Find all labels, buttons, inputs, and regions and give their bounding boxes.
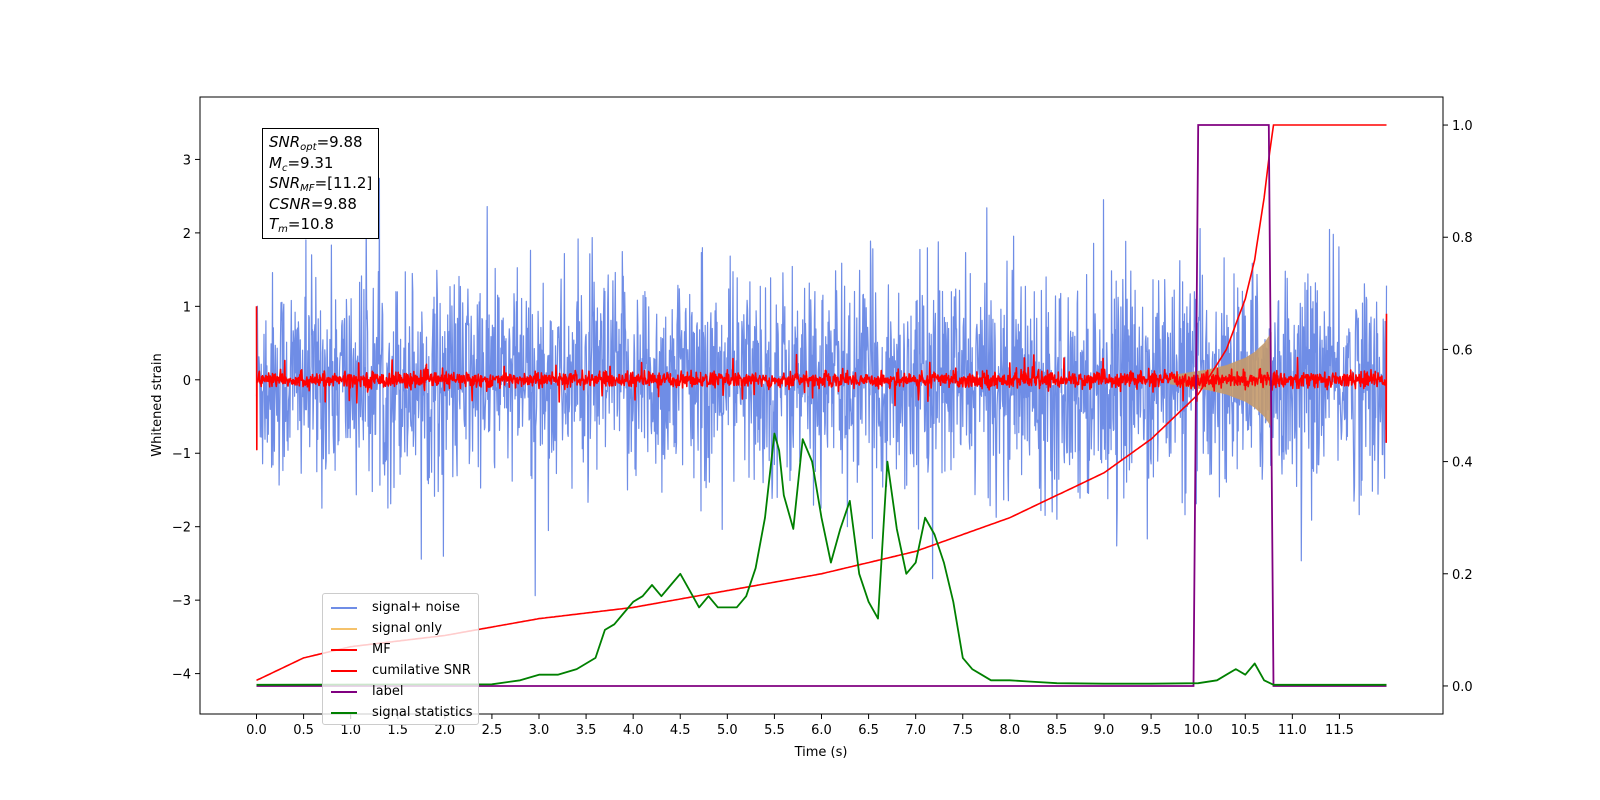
y2-tick-label: 0.8 [1452,231,1473,246]
y-tick-label: −3 [172,594,191,609]
x-tick-label: 3.5 [576,723,597,738]
legend-label-label: label [372,684,404,699]
tm-value: 10.8 [300,215,334,233]
y2-tick-label: 0.0 [1452,680,1473,695]
y2-tick-label: 0.4 [1452,456,1473,471]
y-tick-label: −2 [172,521,191,536]
legend-label-signal-noise: signal+ noise [372,600,461,615]
x-tick-label: 7.0 [905,723,926,738]
legend-label-cumulative-snr: cumilative SNR [372,663,471,678]
y-tick-label: 3 [183,153,191,168]
mf-line [255,306,1388,451]
x-tick-label: 8.5 [1047,723,1068,738]
legend-swatch-mf [331,648,357,651]
legend-swatch-label [331,690,357,693]
y2-tick-label: 1.0 [1452,119,1473,134]
legend-item-cumulative-snr: cumilative SNR [323,660,478,681]
x-tick-label: 2.5 [482,723,503,738]
y-axis-left: 3 2 1 0 −1 −2 −3 −4 [172,153,200,683]
y2-tick-label: 0.6 [1452,343,1473,358]
x-tick-label: 9.5 [1141,723,1162,738]
snr-mf-value: [11.2] [327,174,373,192]
x-tick-label: 4.5 [670,723,691,738]
y-tick-label: 2 [183,227,191,242]
y-tick-label: −1 [172,447,191,462]
tm-row: Tm=10.8 [269,215,334,235]
snr-opt-value: 9.88 [329,133,363,151]
x-tick-label: 6.0 [811,723,832,738]
y-tick-label: 1 [183,300,191,315]
signal-noise-layer [255,177,1388,597]
x-tick-label: 5.0 [717,723,738,738]
x-tick-label: 6.5 [858,723,879,738]
mc-row: Mc=9.31 [269,153,334,174]
y2-tick-label: 0.2 [1452,568,1473,583]
signal-statistics-layer [256,432,1387,686]
legend-swatch-cumulative-snr [331,669,357,672]
legend-label-signal-only: signal only [372,621,443,636]
y-tick-label: 0 [183,374,191,389]
label-line [256,124,1387,687]
x-tick-label: 1.5 [387,723,408,738]
signal-statistics-line [256,432,1387,686]
x-tick-label: 4.0 [623,723,644,738]
x-tick-label: 10.5 [1231,723,1260,738]
y-axis-right: 1.0 0.8 0.6 0.4 0.2 0.0 [1443,119,1473,695]
x-tick-label: 8.0 [999,723,1020,738]
x-tick-label: 5.5 [764,723,785,738]
x-tick-label: 9.0 [1094,723,1115,738]
legend-swatch-signal-noise [331,606,357,609]
signal-noise-line [255,177,1388,597]
legend-swatch-signal-statistics [331,711,357,714]
legend-item-mf: MF [323,639,478,660]
legend-label-signal-statistics: signal statistics [372,705,473,720]
legend: signal+ noise signal only MF cumilative … [322,593,479,725]
y-tick-label: −4 [172,668,191,683]
mf-layer [255,306,1388,451]
csnr-row: CSNR=9.88 [269,194,357,213]
x-tick-label: 11.5 [1325,723,1354,738]
x-tick-label: 7.5 [952,723,973,738]
x-tick-label: 0.5 [293,723,314,738]
x-tick-label: 11.0 [1278,723,1307,738]
x-axis: 0.0 0.5 1.0 1.5 2.0 2.5 3.0 3.5 4.0 4.5 5.0 5.5 6.0 6… [246,714,1354,738]
x-tick-label: 2.0 [434,723,455,738]
mc-value: 9.31 [300,153,334,172]
x-tick-label: 0.0 [246,723,267,738]
legend-item-signal-statistics: signal statistics [323,702,478,723]
legend-item-signal-only: signal only [323,618,478,639]
csnr-value: 9.88 [323,194,357,213]
x-tick-label: 3.0 [529,723,550,738]
label-layer [256,124,1387,687]
x-axis-label: Time (s) [794,745,848,760]
snr-mf-row: SNRMF=[11.2] [269,174,373,194]
info-annotation-box: SNRopt=9.88 Mc=9.31 SNRMF=[11.2] CSNR=9.… [262,128,380,239]
snr-opt-row: SNRopt=9.88 [269,133,363,153]
y-axis-label: Whitened strain [150,353,165,456]
legend-label-mf: MF [372,642,391,657]
x-tick-label: 10.0 [1184,723,1213,738]
x-tick-label: 1.0 [340,723,361,738]
legend-swatch-signal-only [331,627,357,630]
legend-item-signal-noise: signal+ noise [323,597,478,618]
legend-item-label: label [323,681,478,702]
